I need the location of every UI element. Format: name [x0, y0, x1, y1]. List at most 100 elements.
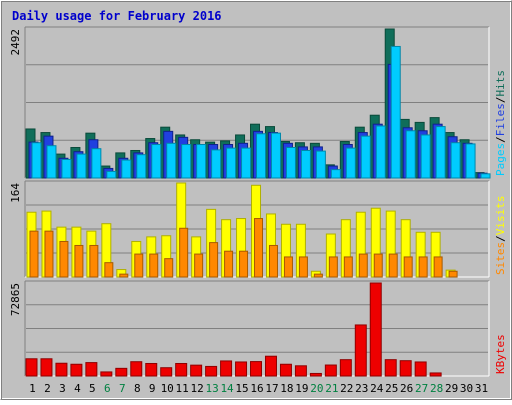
x-tick-label: 20 — [310, 382, 323, 395]
bar-kbytes-23 — [354, 324, 367, 377]
legend-entry: Hits — [494, 70, 507, 97]
bar-pages-28 — [435, 126, 446, 179]
x-tick-label: 10 — [161, 382, 174, 395]
bar-pages-8 — [136, 154, 147, 179]
bar-sites-27 — [418, 256, 428, 278]
x-tick-label: 27 — [415, 382, 428, 395]
bar-kbytes-6 — [100, 371, 113, 377]
bar-kbytes-27 — [414, 361, 427, 377]
bar-sites-12 — [194, 253, 204, 278]
bar-kbytes-24 — [369, 282, 382, 377]
panels-layer: 2492Pages/Files/Hits164Sites/Visits72865… — [9, 26, 507, 377]
bar-sites-14 — [224, 250, 234, 278]
bar-kbytes-14 — [220, 360, 233, 377]
bar-sites-20 — [313, 273, 323, 278]
bar-kbytes-2 — [40, 358, 53, 377]
bar-sites-25 — [388, 253, 398, 278]
series-kbytes — [25, 282, 442, 377]
bar-pages-29 — [450, 142, 461, 179]
axis-max-label: 72865 — [9, 283, 22, 316]
legend-entry: KBytes — [494, 334, 507, 374]
bar-sites-18 — [283, 256, 293, 278]
x-tick-label: 12 — [191, 382, 204, 395]
bar-pages-19 — [300, 149, 311, 179]
bar-pages-13 — [211, 149, 222, 179]
legend-entry: Sites — [494, 242, 507, 275]
bar-kbytes-12 — [190, 364, 203, 377]
bar-kbytes-13 — [205, 365, 218, 377]
x-tick-label: 1 — [29, 382, 36, 395]
x-tick-label: 2 — [44, 382, 51, 395]
legend-entry: Pages — [494, 143, 507, 176]
bar-kbytes-19 — [294, 365, 307, 377]
x-tick-label: 26 — [400, 382, 413, 395]
bar-sites-9 — [149, 253, 159, 278]
x-tick-label: 8 — [134, 382, 141, 395]
bar-sites-11 — [179, 227, 189, 278]
bar-sites-23 — [358, 253, 368, 278]
bar-sites-7 — [119, 273, 129, 278]
bar-pages-16 — [256, 133, 267, 179]
bar-pages-6 — [106, 170, 117, 179]
bar-pages-3 — [61, 158, 72, 179]
legend-separator: / — [494, 97, 507, 104]
bar-sites-29 — [448, 270, 458, 278]
bar-pages-30 — [465, 143, 476, 179]
bar-pages-14 — [226, 147, 237, 179]
panel-kbytes: 72865 KBytes — [9, 280, 507, 377]
bar-sites-3 — [59, 240, 69, 278]
x-tick-label: 4 — [74, 382, 81, 395]
bar-pages-15 — [241, 147, 252, 179]
legend-separator: / — [494, 235, 507, 242]
bar-kbytes-26 — [399, 360, 412, 377]
bar-pages-1 — [31, 142, 42, 179]
x-tick-label: 19 — [295, 382, 308, 395]
bar-sites-6 — [104, 262, 114, 278]
x-tick-label: 25 — [385, 382, 398, 395]
bar-kbytes-4 — [70, 363, 83, 377]
bar-pages-18 — [285, 147, 296, 179]
bar-kbytes-20 — [309, 372, 322, 377]
series-sites — [29, 218, 458, 278]
x-tick-label: 6 — [104, 382, 111, 395]
x-tick-label: 13 — [205, 382, 218, 395]
bar-sites-13 — [209, 242, 219, 278]
bar-kbytes-7 — [115, 367, 128, 377]
bar-kbytes-22 — [339, 359, 352, 377]
axis-max-label: 2492 — [9, 29, 22, 56]
bar-sites-19 — [298, 256, 308, 278]
bar-sites-15 — [239, 250, 249, 278]
legend-separator: / — [494, 136, 507, 143]
bar-kbytes-1 — [25, 358, 38, 377]
x-tick-label: 23 — [355, 382, 368, 395]
bar-sites-4 — [74, 244, 84, 278]
bar-pages-21 — [330, 169, 341, 179]
bar-pages-2 — [46, 145, 57, 179]
x-tick-label: 5 — [89, 382, 96, 395]
x-tick-label: 16 — [250, 382, 263, 395]
bar-sites-21 — [328, 256, 338, 278]
x-tick-label: 21 — [325, 382, 338, 395]
legend-entry: Files — [494, 103, 507, 136]
bar-kbytes-25 — [384, 359, 397, 377]
legend: KBytes — [494, 334, 507, 374]
x-tick-label: 30 — [460, 382, 473, 395]
bar-pages-9 — [151, 144, 162, 179]
bar-pages-4 — [76, 153, 87, 179]
bar-kbytes-28 — [429, 372, 442, 377]
x-tick-label: 22 — [340, 382, 353, 395]
bar-pages-22 — [345, 147, 356, 179]
x-axis-labels: 1 2 3 4 5 6 7 8 9 10 11 12 13 14 15 16 17 18 19 20 21 22 23 24 2… — [29, 382, 488, 395]
bar-kbytes-8 — [130, 361, 143, 377]
x-tick-label: 24 — [370, 382, 384, 395]
bar-pages-24 — [375, 125, 386, 179]
bar-pages-20 — [315, 150, 326, 179]
axis-max-label: 164 — [9, 183, 22, 203]
bar-sites-16 — [254, 218, 264, 278]
legend-entry: Visits — [494, 196, 507, 236]
bar-kbytes-18 — [279, 363, 292, 377]
x-tick-label: 29 — [445, 382, 458, 395]
bar-pages-12 — [196, 144, 207, 179]
